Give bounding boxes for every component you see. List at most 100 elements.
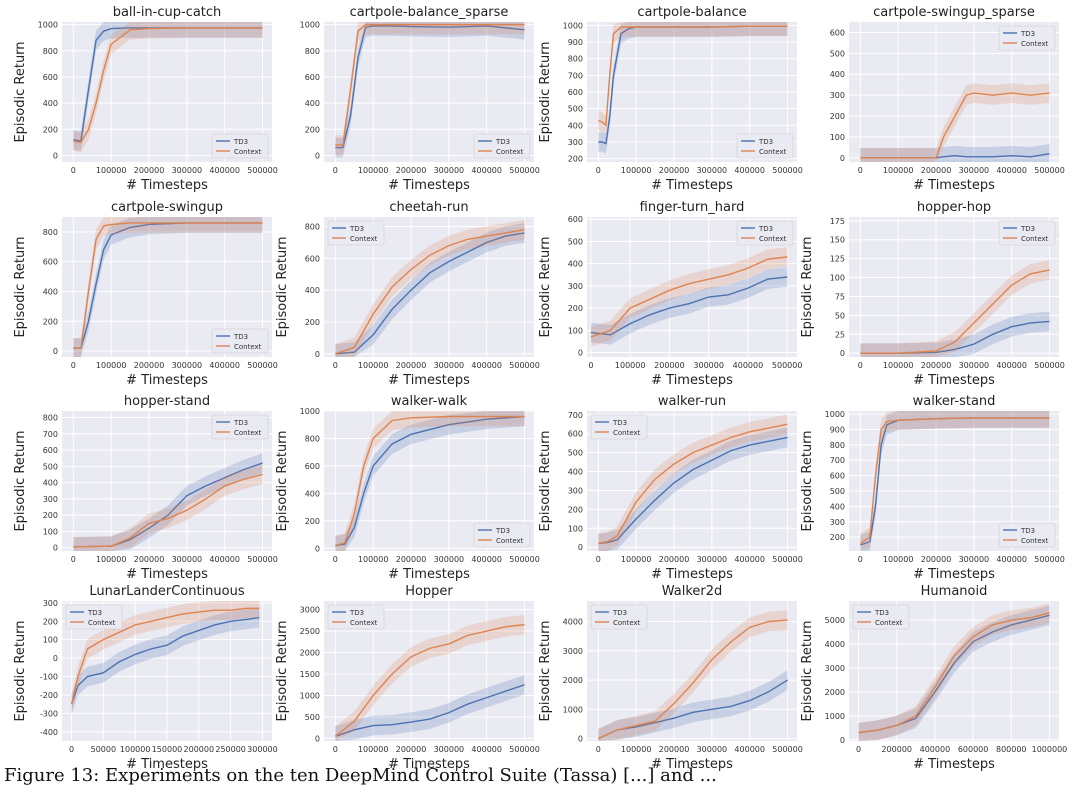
- y-tick-label: 400: [305, 286, 320, 295]
- y-tick-label: 500: [830, 49, 845, 58]
- y-tick-label: 400: [568, 260, 583, 269]
- subplot-title: Hopper: [405, 584, 453, 599]
- x-tick-label: 300000: [697, 555, 728, 564]
- series-line-context: [598, 619, 788, 740]
- y-axis-label: Episodic Return: [275, 620, 290, 721]
- series-line-context: [858, 612, 1050, 734]
- x-tick-label: 400000: [471, 555, 502, 564]
- y-tick-label: 700: [568, 71, 583, 80]
- x-tick-label: 200000: [184, 745, 215, 754]
- y-tick-label: 200: [830, 533, 845, 542]
- y-tick-label: 200: [830, 112, 845, 121]
- y-tick-label: 500: [568, 449, 583, 458]
- x-axis-label: # Timesteps: [913, 567, 995, 582]
- series-line-context: [590, 256, 788, 338]
- y-tick-label: 200: [43, 317, 58, 326]
- y-tick-label: 4000: [563, 618, 583, 627]
- x-axis-label: # Timesteps: [913, 178, 995, 193]
- y-tick-label: 300: [43, 599, 58, 608]
- legend-label: TD3: [233, 138, 248, 146]
- x-tick-label: 0: [71, 555, 76, 564]
- legend-label: Context: [613, 619, 641, 627]
- x-tick-label: 0: [858, 166, 863, 175]
- x-tick-label: 200000: [134, 555, 165, 564]
- y-axis-label: Episodic Return: [538, 430, 553, 531]
- series-line-context: [335, 23, 525, 146]
- y-tick-label: 600: [305, 462, 320, 471]
- legend: TD3 Context: [998, 220, 1056, 246]
- y-tick-label: 100: [43, 636, 58, 645]
- y-tick-label: 600: [305, 73, 320, 82]
- y-tick-label: 0: [578, 349, 583, 358]
- x-tick-label: 400000: [209, 555, 240, 564]
- x-axis-label: # Timesteps: [388, 757, 470, 772]
- y-axis-label: Episodic Return: [800, 236, 815, 337]
- x-tick-label: 100000: [358, 361, 389, 370]
- x-tick-label: 100000: [883, 166, 914, 175]
- legend-label: TD3: [612, 419, 627, 427]
- confidence-band-context: [860, 411, 1050, 551]
- legend-label: Context: [496, 537, 524, 545]
- x-tick-label: 100000: [883, 555, 914, 564]
- x-tick-label: 300000: [697, 166, 728, 175]
- legend-label: Context: [1021, 235, 1049, 243]
- x-tick-label: 200000: [396, 166, 427, 175]
- legend-label: TD3: [1020, 30, 1035, 38]
- legend-label: Context: [234, 343, 262, 351]
- y-tick-label: 200: [568, 505, 583, 514]
- x-tick-label: 200000: [921, 555, 952, 564]
- confidence-band-context: [73, 464, 263, 551]
- subplot-2: 0 100000 200000 300000 400000 500000 200 300 400…: [538, 5, 803, 193]
- y-tick-label: 100: [830, 133, 845, 142]
- x-tick-label: 300000: [697, 745, 728, 754]
- y-tick-label: 100: [568, 326, 583, 335]
- legend-label: TD3: [758, 138, 773, 146]
- y-tick-label: 600: [43, 73, 58, 82]
- series-line-context: [73, 473, 263, 548]
- series-line-context: [860, 92, 1050, 159]
- y-tick-label: 0: [53, 347, 58, 356]
- subplot-5: 0 100000 200000 300000 400000 500000 0 200 400 60…: [275, 200, 540, 388]
- x-tick-label: 500000: [772, 745, 803, 754]
- x-tick-label: 100000: [96, 361, 127, 370]
- y-tick-label: 0: [53, 151, 58, 160]
- confidence-band-context: [73, 217, 263, 357]
- subplot-14: 0 100000 200000 300000 400000 500000 0 1000 2000…: [538, 584, 803, 772]
- y-tick-label: 1000: [563, 21, 583, 30]
- legend-label: TD3: [233, 333, 248, 341]
- legend-label: TD3: [495, 527, 510, 535]
- y-axis-label: Episodic Return: [538, 236, 553, 337]
- y-axis-label: Episodic Return: [13, 430, 28, 531]
- x-tick-label: 500000: [772, 166, 803, 175]
- x-tick-label: 500000: [247, 361, 278, 370]
- y-tick-label: 2000: [825, 688, 845, 697]
- x-axis-label: # Timesteps: [388, 567, 470, 582]
- legend-box: [327, 220, 385, 246]
- y-tick-label: 300: [568, 282, 583, 291]
- y-axis-label: Episodic Return: [800, 430, 815, 531]
- subplot-title: cartpole-swingup_sparse: [873, 5, 1035, 20]
- legend-label: Context: [234, 429, 262, 437]
- subplot-title: cartpole-balance: [637, 5, 746, 20]
- y-tick-label: 600: [830, 472, 845, 481]
- y-tick-label: 700: [568, 411, 583, 420]
- y-tick-label: 400: [305, 99, 320, 108]
- subplot-title: walker-walk: [391, 394, 468, 409]
- y-tick-label: 300: [830, 518, 845, 527]
- legend-label: TD3: [758, 225, 773, 233]
- subplot-title: walker-run: [658, 394, 726, 409]
- x-tick-label: 400000: [996, 166, 1027, 175]
- legend: TD3 Context: [998, 25, 1056, 51]
- subplot-8: 0 100000 200000 300000 400000 500000 0 100 200 30…: [13, 394, 278, 582]
- subplot-title: Humanoid: [921, 584, 988, 599]
- x-tick-label: 300000: [959, 555, 990, 564]
- subplot-9: 0 100000 200000 300000 400000 500000 0 200 400 60…: [275, 394, 540, 582]
- x-tick-label: 0: [333, 555, 338, 564]
- y-tick-label: 500: [830, 487, 845, 496]
- y-tick-label: -300: [40, 709, 58, 718]
- legend: TD3 Context: [211, 133, 269, 159]
- legend: TD3 Context: [327, 604, 385, 630]
- subplot-11: 0 100000 200000 300000 400000 500000 200 300 400…: [800, 394, 1065, 582]
- subplot-6: 0 100000 200000 300000 400000 500000 0 100 200 30…: [538, 200, 802, 388]
- x-tick-label: 250000: [215, 745, 246, 754]
